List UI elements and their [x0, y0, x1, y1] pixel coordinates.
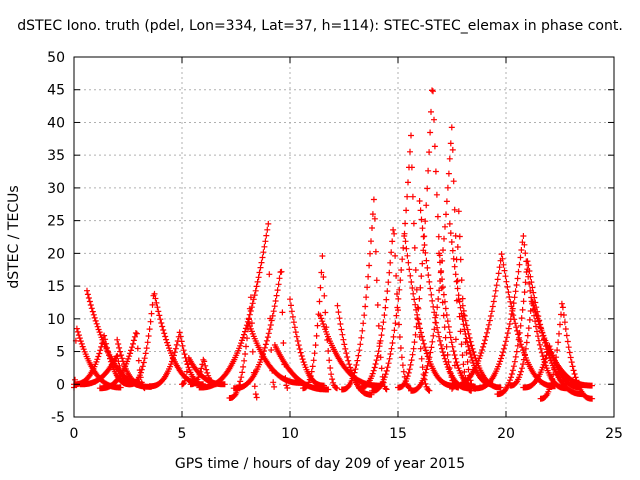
data-arc [338, 196, 390, 393]
x-tick-label: 5 [178, 426, 187, 442]
data-arc [520, 343, 584, 391]
y-tick-label: 10 [47, 312, 65, 328]
x-axis-title: GPS time / hours of day 209 of year 2015 [175, 456, 465, 472]
y-axis-title: dSTEC / TECUs [6, 185, 22, 288]
data-arc [230, 268, 291, 392]
y-tick-label: -5 [51, 410, 65, 426]
data-arc [436, 250, 478, 390]
y-tick-label: 30 [47, 181, 65, 197]
x-tick-label: 25 [605, 426, 623, 442]
y-tick-label: 45 [47, 83, 65, 99]
data-series-markers [71, 87, 596, 402]
data-arc [408, 124, 475, 394]
data-arc [537, 300, 596, 402]
x-tick-label: 0 [70, 426, 79, 442]
plot-frame [73, 56, 615, 418]
grid-lines [74, 57, 614, 417]
x-tick-label: 10 [281, 426, 299, 442]
y-tick-label: 50 [47, 50, 65, 66]
y-tick-label: 35 [47, 148, 65, 164]
data-arc [401, 230, 458, 389]
x-tick-label: 20 [497, 426, 515, 442]
y-tick-label: 25 [47, 214, 65, 230]
x-tick-label: 15 [389, 426, 407, 442]
y-tick-label: 15 [47, 279, 65, 295]
data-arc [77, 353, 134, 388]
data-arc [449, 251, 558, 390]
y-tick-label: 0 [56, 377, 65, 393]
y-tick-label: 20 [47, 246, 65, 262]
y-tick-label: 5 [56, 345, 65, 361]
chart-title: dSTEC Iono. truth (pdel, Lon=334, Lat=37… [17, 18, 623, 34]
y-tick-label: 40 [47, 115, 65, 131]
axes-ticks: 0 5 10 15 20 25 -5 0 5 10 15 20 25 30 35 40 45 50 [47, 50, 623, 442]
data-arc [196, 220, 278, 391]
